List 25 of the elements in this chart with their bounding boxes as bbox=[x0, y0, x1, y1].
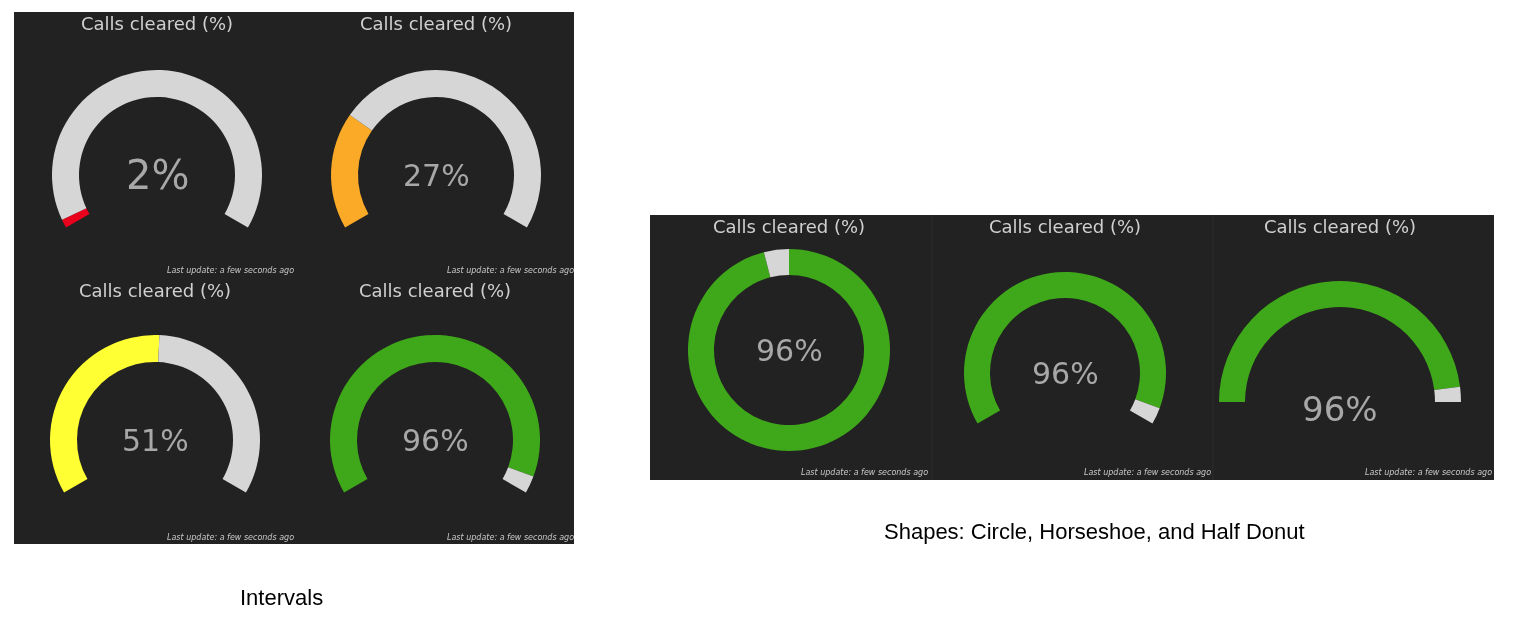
chart-title: Calls cleared (%) bbox=[359, 280, 512, 301]
chart-title: Calls cleared (%) bbox=[713, 216, 866, 237]
chart-title: Calls cleared (%) bbox=[1264, 216, 1417, 237]
text: Last update: a few seconds ago bbox=[167, 266, 295, 275]
text: Last update: a few seconds ago bbox=[1365, 468, 1493, 477]
text: Intervals bbox=[240, 585, 324, 610]
text: Last update: a few seconds ago bbox=[447, 266, 575, 275]
text: 51% bbox=[122, 423, 189, 458]
text: 96% bbox=[1032, 356, 1099, 391]
text: 96% bbox=[1302, 389, 1378, 429]
text: 2% bbox=[126, 152, 190, 198]
text: Last update: a few seconds ago bbox=[167, 533, 295, 542]
text: Last update: a few seconds ago bbox=[801, 468, 929, 477]
text: Shapes: Circle, Horseshoe, and Half Donut bbox=[884, 519, 1305, 544]
chart-title: Calls cleared (%) bbox=[79, 280, 232, 301]
text: 96% bbox=[756, 333, 823, 368]
chart-title: Calls cleared (%) bbox=[81, 13, 234, 34]
donut-slice bbox=[763, 249, 789, 278]
chart-title: Calls cleared (%) bbox=[360, 13, 513, 34]
text: 96% bbox=[402, 423, 469, 458]
text: Last update: a few seconds ago bbox=[1084, 468, 1212, 477]
text: Last update: a few seconds ago bbox=[447, 533, 575, 542]
chart-title: Calls cleared (%) bbox=[989, 216, 1142, 237]
donut-slice bbox=[688, 249, 890, 451]
text: 27% bbox=[403, 158, 470, 193]
